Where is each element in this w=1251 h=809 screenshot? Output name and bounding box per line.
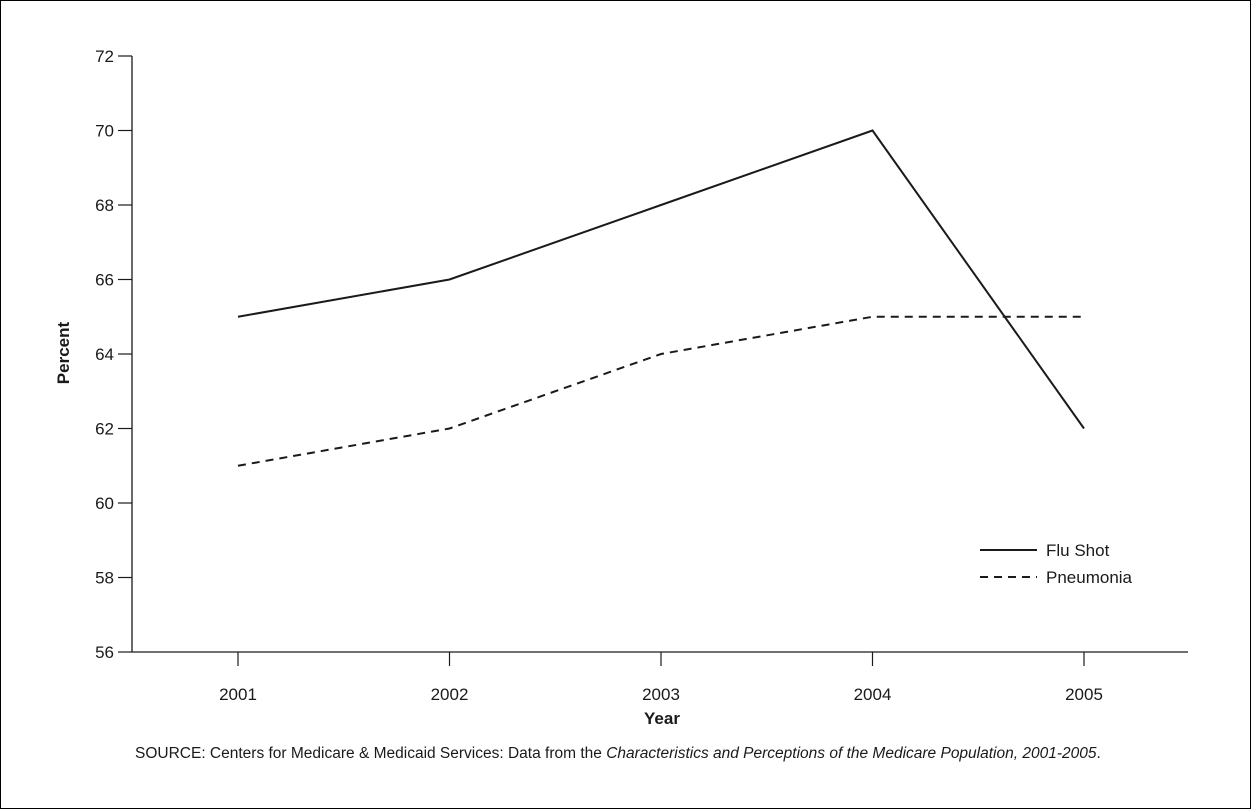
y-tick-label: 56 <box>95 643 114 662</box>
legend: Flu Shot Pneumonia <box>980 541 1133 587</box>
source-prefix: SOURCE: Centers for Medicare & Medicaid … <box>135 745 607 762</box>
y-tick-label: 58 <box>95 569 114 588</box>
y-tick-label: 62 <box>95 420 114 439</box>
x-tick-label: 2001 <box>219 685 257 704</box>
source-note: SOURCE: Centers for Medicare & Medicaid … <box>135 744 1185 763</box>
y-tick-label: 70 <box>95 122 114 141</box>
x-axis-ticks: 2001 2002 2003 2004 2005 <box>219 652 1103 704</box>
series-lines <box>237 129 1085 467</box>
legend-label: Pneumonia <box>1046 568 1133 587</box>
y-tick-label: 66 <box>95 271 114 290</box>
source-suffix: . <box>1096 745 1101 762</box>
y-tick-label: 64 <box>95 345 114 364</box>
y-axis-label: Percent <box>54 321 73 384</box>
x-tick-label: 2002 <box>431 685 469 704</box>
series-line-flu-shot <box>237 129 1085 430</box>
legend-label: Flu Shot <box>1046 541 1110 560</box>
y-tick-label: 60 <box>95 494 114 513</box>
x-tick-label: 2004 <box>854 685 892 704</box>
source-title: Characteristics and Perceptions of the M… <box>606 745 1097 762</box>
x-tick-label: 2005 <box>1065 685 1103 704</box>
x-tick-label: 2003 <box>642 685 680 704</box>
y-tick-label: 72 <box>95 47 114 66</box>
x-axis-label: Year <box>644 709 680 728</box>
series-line-pneumonia <box>237 315 1084 467</box>
y-axis-ticks: 56 58 60 62 64 66 68 70 72 <box>95 47 132 662</box>
y-tick-label: 68 <box>95 196 114 215</box>
